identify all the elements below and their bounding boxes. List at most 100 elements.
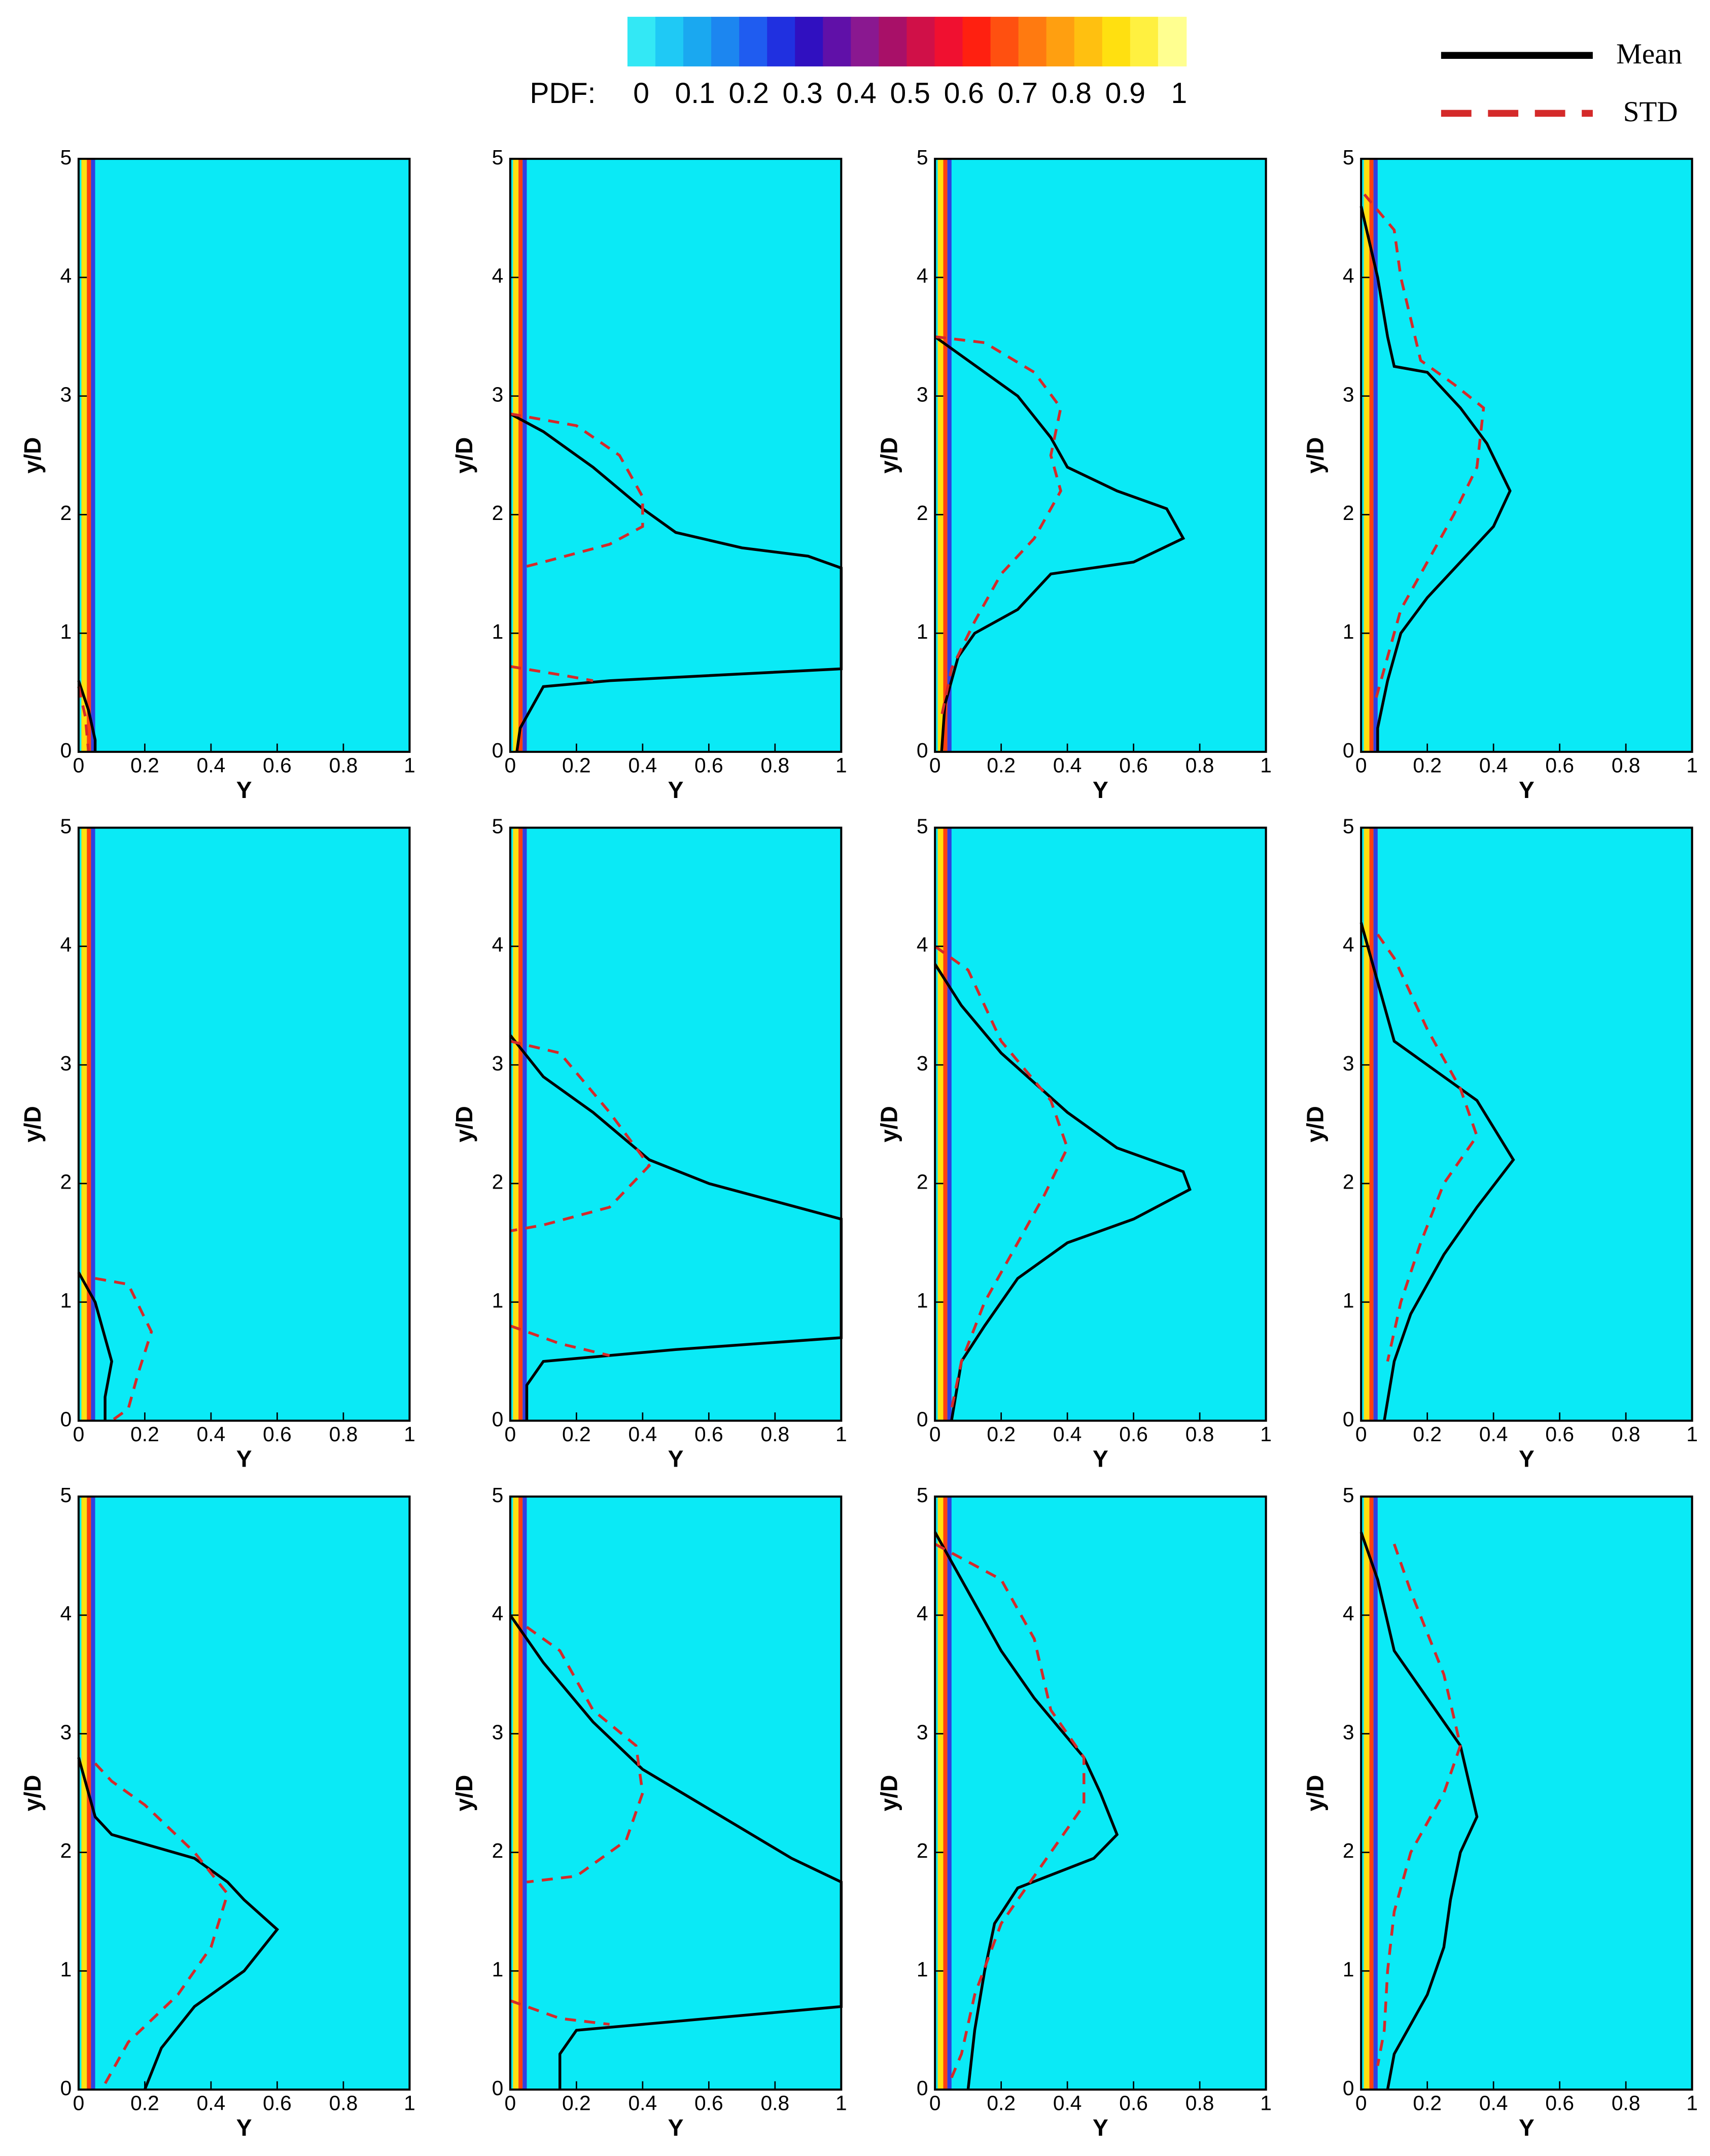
x-tick-label: 0.6: [1119, 754, 1148, 777]
x-tick-label: 0: [73, 754, 85, 777]
y-tick-label: 2: [917, 1170, 928, 1194]
x-tick-label: 1: [404, 754, 415, 777]
mean-line: [509, 1034, 843, 1421]
y-tick-label: 5: [60, 814, 72, 838]
mean-line: [934, 335, 1185, 752]
x-axis-label: Y: [1519, 1446, 1534, 1472]
x-axis-label: Y: [1093, 777, 1108, 803]
y-tick-label: 1: [492, 1289, 504, 1312]
colorbar-tick-label: 0.8: [1052, 77, 1092, 110]
y-axis-label: y/D: [19, 437, 46, 474]
wall-strip: [937, 1497, 944, 2090]
x-axis-label: Y: [1519, 2114, 1534, 2141]
y-tick-label: 4: [917, 1602, 928, 1625]
x-tick-label: 0.2: [1413, 2092, 1442, 2115]
colorbar-swatch: [1158, 17, 1187, 66]
y-tick-label: 5: [60, 146, 72, 169]
x-axis-label: Y: [668, 1446, 684, 1472]
y-tick-label: 0: [1343, 1407, 1354, 1431]
x-tick-label: 0.2: [562, 1422, 591, 1446]
y-tick-label: 1: [60, 1958, 72, 1981]
wall-strip: [1364, 827, 1370, 1421]
y-tick-label: 3: [1343, 1052, 1354, 1075]
y-tick-label: 4: [917, 264, 928, 288]
x-tick-label: 0.4: [1479, 754, 1508, 777]
wall-strip: [513, 159, 519, 752]
x-tick-label: 0.4: [197, 1422, 226, 1446]
y-tick-label: 2: [492, 1170, 504, 1194]
y-tick-label: 2: [917, 1839, 928, 1862]
plot-background: [78, 1497, 410, 2090]
plot-background: [78, 827, 410, 1421]
std-line: [934, 335, 1063, 717]
y-tick-label: 4: [1343, 264, 1354, 288]
wall-strip: [1364, 159, 1370, 752]
plot-frame: [509, 1496, 843, 2091]
y-axis-label: y/D: [876, 437, 902, 474]
wall-strip: [513, 827, 519, 1421]
plot-frame: [934, 1496, 1267, 2091]
wall-strip: [1373, 827, 1378, 1421]
x-tick-label: 0: [505, 1422, 516, 1446]
x-tick-label: 0.8: [329, 1422, 358, 1446]
y-tick-label: 3: [917, 382, 928, 406]
x-tick-label: 0: [505, 754, 516, 777]
y-tick-label: 0: [1343, 739, 1354, 762]
plot-background: [510, 827, 842, 1421]
x-tick-label: 0.6: [263, 1422, 292, 1446]
y-tick-label: 0: [492, 2076, 504, 2100]
y-tick-label: 1: [1343, 1289, 1354, 1312]
plot-frame: [934, 158, 1267, 753]
colorbar-swatch: [1130, 17, 1159, 66]
colorbar-tick-label: 0.7: [998, 77, 1038, 110]
wall-strip: [87, 159, 91, 752]
x-tick-label: 0.2: [562, 2092, 591, 2115]
y-tick-label: 1: [60, 1289, 72, 1312]
x-tick-label: 0.8: [760, 754, 789, 777]
wall-strip: [522, 827, 527, 1421]
y-tick-label: 0: [492, 1407, 504, 1431]
y-tick-label: 2: [492, 501, 504, 525]
y-tick-label: 0: [1343, 2076, 1354, 2100]
y-axis-label: y/D: [451, 1775, 477, 1812]
x-tick-label: 0.2: [1413, 1422, 1442, 1446]
wall-strip: [518, 1497, 523, 2090]
y-axis-label: y/D: [451, 1106, 477, 1142]
wall-strip: [1373, 159, 1378, 752]
plot-background: [1361, 159, 1692, 752]
colorbar-tick-label: 1: [1171, 77, 1187, 110]
y-tick-label: 4: [1343, 1602, 1354, 1625]
x-tick-label: 1: [404, 2092, 415, 2115]
y-tick-label: 3: [917, 1052, 928, 1075]
wall-strip: [943, 827, 948, 1421]
y-tick-label: 5: [492, 1483, 504, 1507]
wall-strip: [91, 827, 95, 1421]
y-tick-label: 1: [492, 620, 504, 643]
plot-background: [1361, 1497, 1692, 2090]
y-tick-label: 2: [492, 1839, 504, 1862]
colorbar-tick-label: 0.3: [783, 77, 823, 110]
x-tick-label: 0.4: [1053, 1422, 1082, 1446]
y-tick-label: 4: [60, 264, 72, 288]
x-axis-label: Y: [1093, 1446, 1108, 1472]
x-tick-label: 0.8: [1185, 1422, 1214, 1446]
x-tick-label: 0.4: [197, 2092, 226, 2115]
x-tick-label: 0.8: [760, 2092, 789, 2115]
wall-strip: [937, 827, 944, 1421]
x-tick-label: 0.6: [1119, 2092, 1148, 2115]
y-tick-label: 1: [917, 1958, 928, 1981]
colorbar-swatch: [906, 17, 935, 66]
std-line: [1376, 933, 1479, 1362]
y-tick-label: 5: [917, 1483, 928, 1507]
y-tick-label: 3: [1343, 382, 1354, 406]
plot-frame: [509, 826, 843, 1422]
plot-frame: [77, 158, 411, 753]
wall-strip: [81, 159, 87, 752]
y-tick-label: 3: [917, 1720, 928, 1744]
mean-line: [1359, 205, 1512, 752]
wall-strip: [1364, 1497, 1370, 2090]
colorbar-swatch: [1102, 17, 1131, 66]
y-tick-label: 2: [1343, 1839, 1354, 1862]
y-tick-label: 2: [60, 1839, 72, 1862]
colorbar-swatch: [739, 17, 768, 66]
